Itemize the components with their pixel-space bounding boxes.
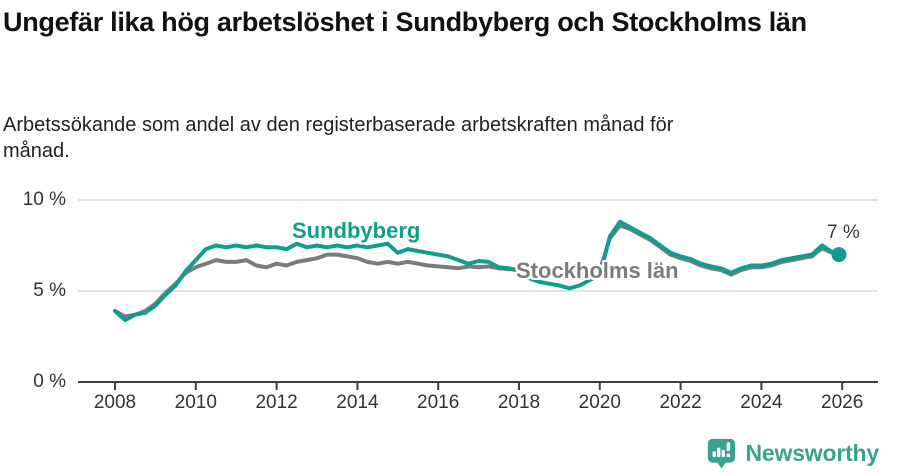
x-axis-label: 2012 (255, 392, 298, 413)
x-axis-label: 2016 (417, 392, 460, 413)
x-axis-label: 2010 (174, 392, 217, 413)
x-axis-label: 2020 (578, 392, 621, 413)
stockholms-lan-series-label: Stockholms län (516, 258, 679, 283)
x-axis-label: 2024 (740, 392, 783, 413)
y-axis-label: 5 % (33, 280, 66, 301)
y-axis-label: 10 % (22, 189, 66, 210)
x-axis-label: 2014 (336, 392, 379, 413)
series-end-dot (831, 247, 847, 263)
newsworthy-logo-icon (707, 438, 735, 469)
y-axis-label: 0 % (33, 371, 66, 392)
x-axis-label: 2008 (93, 392, 137, 413)
sundbyberg-series-label: Sundbyberg (292, 218, 421, 243)
end-value-label: 7 % (827, 222, 860, 243)
newsworthy-brand: Newsworthy (706, 437, 879, 470)
newsworthy-wordmark: Newsworthy (745, 440, 880, 466)
chart-subtitle: Arbetssökande som andel av den registerb… (3, 114, 674, 162)
series-line-sundbyberg (113, 219, 841, 323)
x-axis-label: 2018 (497, 392, 541, 413)
x-axis-label: 2022 (659, 392, 702, 413)
chart-title: Ungefär lika hög arbetslöshet i Sundbybe… (3, 7, 807, 37)
x-axis-label: 2026 (821, 392, 864, 413)
